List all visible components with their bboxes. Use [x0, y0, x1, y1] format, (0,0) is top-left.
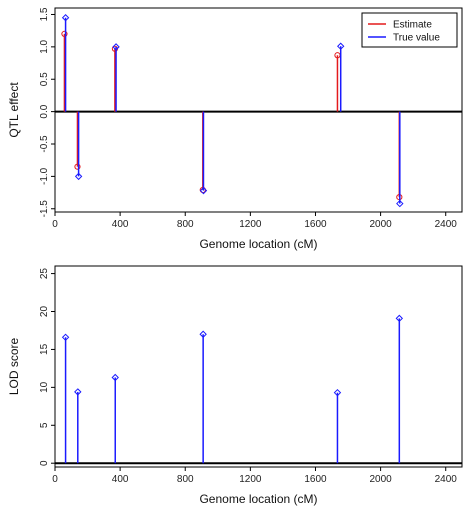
y-tick-label: -1.5	[39, 200, 50, 218]
y-tick-label: 0.0	[39, 104, 50, 118]
data-point	[333, 388, 342, 397]
y-tick-label: 15	[39, 343, 50, 355]
y-tick-label: 0	[39, 460, 50, 466]
lod-score-panel: 0 400 800 1200 1600 2000 2400 0 5 10 15 20 25 Genome …	[7, 265, 463, 506]
data-point	[111, 373, 119, 382]
series-true-value	[61, 14, 404, 208]
data-point	[74, 163, 81, 170]
x-tick-label: 0	[52, 219, 58, 230]
x-tick-label: 1200	[239, 474, 262, 485]
y-tick-label: 20	[39, 306, 50, 318]
data-point	[61, 30, 68, 38]
y-tick-label: 5	[39, 422, 50, 428]
x-tick-label: 1600	[304, 474, 327, 485]
y-axis-label: LOD score	[7, 338, 21, 396]
x-tick-label: 400	[112, 219, 129, 230]
y-tick-label: 25	[39, 268, 50, 280]
x-tick-label: 2400	[435, 474, 458, 485]
x-tick-label: 400	[112, 474, 129, 485]
qtl-effect-panel: 0 400 800 1200 1600 2000 2400 -1.5 -1.0 -0.5 0.0 0.…	[7, 7, 463, 251]
y-tick-label: 1.0	[39, 39, 50, 53]
y-axis-label: QTL effect	[7, 82, 21, 138]
x-tick-label: 1200	[239, 219, 262, 230]
data-point	[395, 314, 404, 323]
series-lod	[61, 314, 404, 464]
x-tick-label: 2000	[369, 474, 392, 485]
data-point	[74, 172, 83, 181]
legend: Estimate True value	[361, 12, 458, 48]
data-point	[112, 43, 120, 51]
plot-frame	[54, 265, 463, 468]
data-point	[199, 330, 207, 338]
data-point	[199, 186, 208, 195]
data-point	[61, 14, 70, 22]
y-tick-label: -0.5	[39, 135, 50, 153]
data-point	[337, 42, 345, 50]
y-tick-label: 1.5	[39, 7, 50, 21]
data-point	[61, 333, 70, 342]
plot-frame	[54, 7, 463, 213]
y-tick-label: 0.5	[39, 72, 50, 86]
x-axis-label: Genome location (cM)	[199, 492, 317, 506]
legend-box	[361, 12, 458, 48]
x-tick-label: 1600	[304, 219, 327, 230]
x-tick-label: 2000	[369, 219, 392, 230]
data-point	[74, 388, 82, 396]
x-tick-label: 0	[52, 474, 58, 485]
data-point	[396, 199, 404, 208]
legend-entry: Estimate	[393, 20, 432, 31]
x-tick-label: 800	[177, 219, 194, 230]
x-axis-label: Genome location (cM)	[199, 237, 317, 251]
y-tick-label: -1.0	[39, 167, 50, 185]
legend-entry: True value	[393, 33, 440, 44]
x-tick-label: 2400	[435, 219, 458, 230]
y-tick-label: 10	[39, 381, 50, 393]
series-estimate	[61, 30, 403, 201]
x-tick-label: 800	[177, 474, 194, 485]
